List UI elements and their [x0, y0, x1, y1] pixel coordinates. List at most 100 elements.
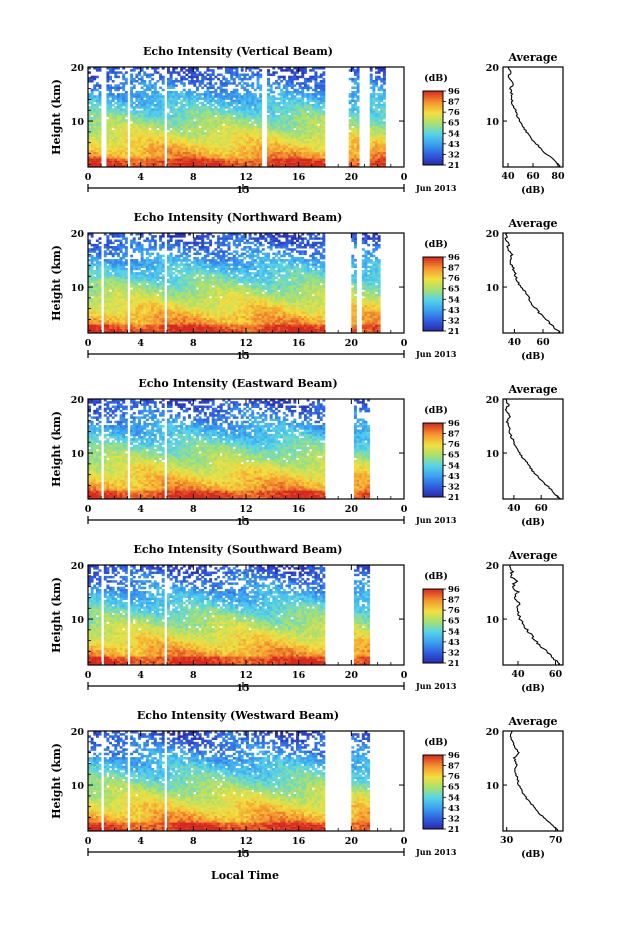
heatmap-cell: [122, 237, 126, 240]
heatmap-cell: [282, 160, 286, 163]
heatmap-cell: [111, 309, 115, 312]
heatmap-cell: [206, 86, 210, 90]
heatmap-cell: [169, 311, 173, 314]
heatmap-cell: [122, 319, 126, 323]
heatmap-cell: [253, 127, 257, 131]
heatmap-cell: [145, 280, 149, 284]
heatmap-cell: [353, 145, 357, 148]
heatmap-cell: [116, 106, 120, 109]
heatmap-cell: [224, 151, 228, 155]
heatmap-cell: [214, 156, 218, 159]
heatmap-cell: [153, 119, 157, 122]
heatmap-cell: [248, 132, 252, 135]
heatmap-cell: [145, 248, 149, 251]
heatmap-cell: [114, 75, 118, 79]
heatmap-cell: [95, 280, 99, 284]
heatmap-cell: [356, 145, 360, 148]
heatmap-cell: [103, 280, 107, 284]
heatmap-cell: [306, 147, 310, 150]
panel-title: Echo Intensity (Vertical Beam): [143, 45, 333, 58]
heatmap-cell: [143, 259, 147, 262]
heatmap-cell: [377, 101, 381, 105]
heatmap-cell: [90, 269, 94, 273]
heatmap-cell: [124, 138, 128, 142]
heatmap-cell: [161, 99, 165, 103]
heatmap-cell: [138, 77, 141, 81]
heatmap-cell: [111, 311, 115, 314]
heatmap-cell: [122, 296, 126, 299]
heatmap-cell: [114, 246, 118, 249]
heatmap-cell: [156, 322, 160, 325]
heatmap-cell: [93, 278, 97, 282]
heatmap-cell: [93, 276, 97, 279]
heatmap-cell: [95, 296, 99, 299]
heatmap-cell: [172, 119, 176, 122]
heatmap-cell: [296, 145, 299, 148]
heatmap-cell: [169, 274, 173, 277]
heatmap-cell: [167, 246, 170, 249]
heatmap-cell: [119, 309, 123, 312]
heatmap-cell: [130, 285, 134, 288]
heatmap-cell: [111, 125, 115, 129]
heatmap-cell: [140, 130, 144, 133]
heatmap-cell: [227, 114, 231, 118]
heatmap-cell: [296, 114, 299, 118]
heatmap-cell: [135, 291, 139, 295]
heatmap-cell: [222, 162, 226, 166]
heatmap-cell: [185, 123, 189, 126]
heatmap-cell: [353, 80, 357, 83]
heatmap-cell: [306, 99, 310, 103]
heatmap-cell: [224, 93, 228, 96]
heatmap-cell: [161, 164, 165, 168]
heatmap-cell: [145, 127, 149, 131]
heatmap-cell: [143, 71, 147, 74]
heatmap-cell: [88, 259, 91, 262]
heatmap-cell: [116, 153, 120, 157]
heatmap-cell: [135, 272, 139, 275]
heatmap-cell: [382, 149, 386, 153]
heatmap-cell: [203, 138, 207, 142]
heatmap-cell: [380, 97, 384, 100]
heatmap-cell: [224, 143, 228, 146]
heatmap-cell: [95, 119, 99, 122]
heatmap-cell: [248, 84, 252, 87]
heatmap-cell: [230, 103, 234, 107]
heatmap-cell: [322, 114, 326, 118]
heatmap-cell: [290, 164, 294, 168]
heatmap-cell: [256, 153, 260, 157]
heatmap-cell: [161, 315, 165, 319]
heatmap-cell: [280, 138, 284, 142]
heatmap-cell: [267, 117, 270, 120]
heatmap-cell: [109, 311, 112, 314]
heatmap-cell: [116, 149, 120, 153]
heatmap-cell: [93, 123, 97, 126]
heatmap-cell: [130, 269, 134, 273]
heatmap-cell: [309, 123, 313, 126]
heatmap-cell: [109, 324, 112, 327]
heatmap-cell: [156, 90, 160, 94]
heatmap-cell: [140, 315, 144, 319]
heatmap-cell: [224, 138, 228, 142]
heatmap-cell: [193, 112, 197, 116]
heatmap-cell: [124, 315, 128, 319]
heatmap-cell: [130, 75, 134, 79]
heatmap-cell: [201, 158, 205, 161]
heatmap-cell: [319, 162, 323, 166]
heatmap-cell: [153, 267, 157, 271]
heatmap-cell: [95, 130, 99, 133]
heatmap-cell: [167, 313, 170, 316]
heatmap-cell: [106, 99, 110, 103]
heatmap-cell: [159, 106, 163, 109]
heatmap-cell: [106, 77, 110, 81]
heatmap-cell: [319, 153, 323, 157]
heatmap-cell: [248, 136, 252, 140]
heatmap-cell: [206, 127, 210, 131]
heatmap-cell: [169, 149, 173, 153]
heatmap-cell: [348, 101, 352, 105]
heatmap-cell: [156, 164, 160, 168]
heatmap-cell: [122, 246, 126, 249]
heatmap-cell: [145, 117, 149, 120]
heatmap-cell: [351, 103, 355, 107]
heatmap-cell: [348, 121, 352, 124]
heatmap-cell: [356, 151, 360, 155]
